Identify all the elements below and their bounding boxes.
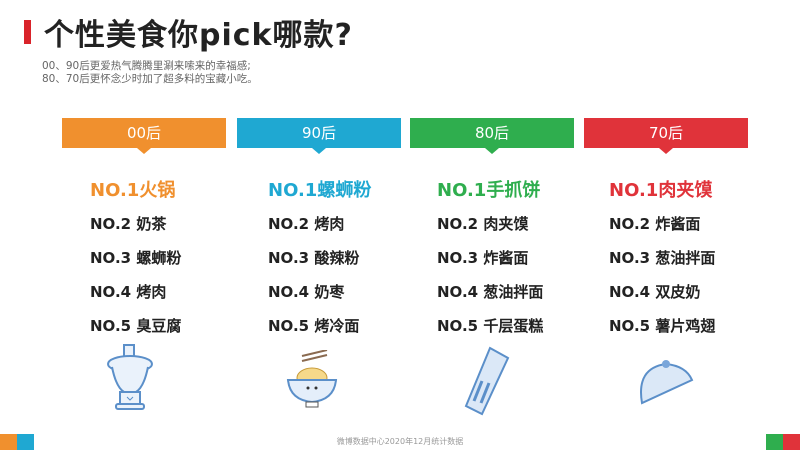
generation-column: 70后 NO.1肉夹馍 NO.2 炸酱面 NO.3 葱油拌面 NO.4 双皮奶 NO.5 … bbox=[584, 118, 748, 335]
ranking-list: NO.1火锅 NO.2 奶茶 NO.3 螺蛳粉 NO.4 烤肉 NO.5 臭豆腐 bbox=[90, 176, 290, 348]
ranking-list: NO.1肉夹馍 NO.2 炸酱面 NO.3 葱油拌面 NO.4 双皮奶 NO.5 薯片鸡… bbox=[609, 176, 800, 348]
title-accent-bar bbox=[24, 20, 31, 44]
subtitle-line: 80、70后更怀念少时加了超多料的宝藏小吃。 bbox=[42, 73, 258, 85]
ranking-list: NO.1手抓饼 NO.2 肉夹馍 NO.3 炸酱面 NO.4 葱油拌面 NO.5 千层蛋… bbox=[437, 176, 637, 348]
rank-item: NO.3 螺蛳粉 bbox=[90, 249, 182, 267]
page-title: 个性美食你pick哪款? bbox=[44, 18, 353, 53]
corner-square-blue bbox=[17, 434, 34, 450]
subtitle-line: 00、90后更爱热气腾腾里涮来嗦来的幸福感; bbox=[42, 60, 251, 72]
corner-square-orange bbox=[0, 434, 17, 450]
footer-source: 微博数据中心2020年12月统计数据 bbox=[336, 437, 464, 446]
hotpot-icon bbox=[107, 344, 153, 410]
rank-item: NO.4 双皮奶 bbox=[609, 283, 701, 301]
generation-column: 80后 NO.1手抓饼 NO.2 肉夹馍 NO.3 炸酱面 NO.4 葱油拌面 NO.5 … bbox=[410, 118, 574, 335]
rank-item: NO.5 薯片鸡翅 bbox=[609, 317, 716, 335]
rank-item: NO.5 千层蛋糕 bbox=[437, 317, 544, 335]
rank-item: NO.3 炸酱面 bbox=[437, 249, 529, 267]
generation-header: 80后 bbox=[410, 118, 574, 154]
corner-square-green bbox=[766, 434, 783, 450]
rank-item: NO.4 葱油拌面 bbox=[437, 283, 544, 301]
generation-column: 00后 NO.1火锅 NO.2 奶茶 NO.3 螺蛳粉 NO.4 烤肉 NO.5 臭豆腐 bbox=[62, 118, 226, 335]
generation-header: 90后 bbox=[237, 118, 401, 154]
rank-item: NO.5 臭豆腐 bbox=[90, 317, 182, 335]
rank-item: NO.2 烤肉 bbox=[268, 215, 345, 233]
rank-item: NO.5 烤冷面 bbox=[268, 317, 360, 335]
rank-item: NO.3 酸辣粉 bbox=[268, 249, 360, 267]
rank-1-item: NO.1螺蛳粉 bbox=[268, 180, 372, 201]
rank-1-item: NO.1肉夹馍 bbox=[609, 180, 713, 201]
ranking-list: NO.1螺蛳粉 NO.2 烤肉 NO.3 酸辣粉 NO.4 奶枣 NO.5 烤冷面 bbox=[268, 176, 468, 348]
generation-header: 00后 bbox=[62, 118, 226, 154]
noodle-bowl-icon bbox=[286, 350, 338, 408]
generation-column: 90后 NO.1螺蛳粉 NO.2 烤肉 NO.3 酸辣粉 NO.4 奶枣 NO.5 烤冷面 bbox=[237, 118, 401, 335]
rank-item: NO.2 奶茶 bbox=[90, 215, 167, 233]
rank-item: NO.4 烤肉 bbox=[90, 283, 167, 301]
taco-icon bbox=[640, 360, 694, 405]
rank-item: NO.3 葱油拌面 bbox=[609, 249, 716, 267]
rank-1-item: NO.1火锅 bbox=[90, 180, 176, 201]
rank-item: NO.4 奶枣 bbox=[268, 283, 345, 301]
subtitle: 00、90后更爱热气腾腾里涮来嗦来的幸福感; 80、70后更怀念少时加了超多料的… bbox=[42, 60, 258, 86]
generation-header: 70后 bbox=[584, 118, 748, 154]
corner-square-red bbox=[783, 434, 800, 450]
wrap-icon bbox=[464, 346, 510, 416]
rank-1-item: NO.1手抓饼 bbox=[437, 180, 541, 201]
rank-item: NO.2 肉夹馍 bbox=[437, 215, 529, 233]
rank-item: NO.2 炸酱面 bbox=[609, 215, 701, 233]
